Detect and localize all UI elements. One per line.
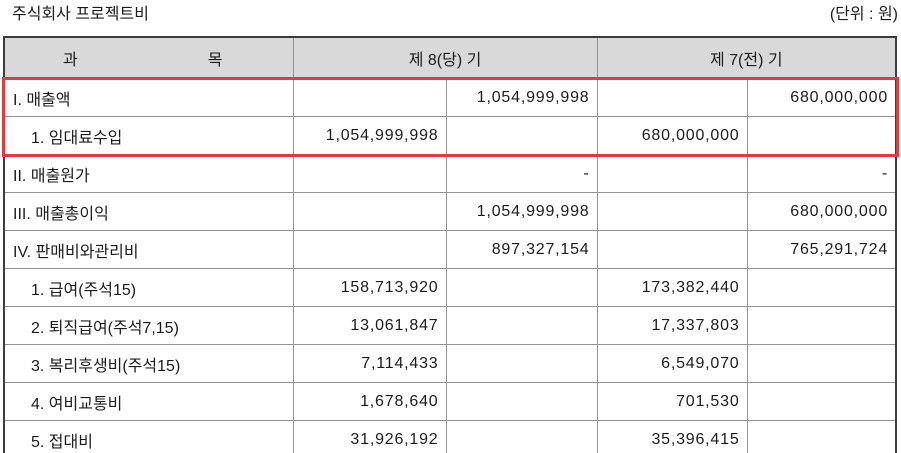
current-total-cell — [445, 268, 598, 307]
current-total-cell — [445, 344, 598, 383]
income-statement-table: 과 목 제 8(당) 기 제 7(전) 기 I. 매출액 1,054,999,9… — [3, 36, 898, 453]
prior-total-cell: 765,291,724 — [746, 230, 897, 269]
account-cell: 2. 퇴직급여(주석7,15) — [3, 306, 294, 345]
prior-total-cell: - — [746, 154, 897, 193]
prior-period-header: 제 7(전) 기 — [596, 36, 897, 79]
current-detail-cell — [292, 154, 447, 193]
account-cell: 1. 급여(주석15) — [3, 268, 294, 307]
account-cell: 4. 여비교통비 — [3, 382, 294, 421]
account-cell: 5. 접대비 — [3, 420, 294, 453]
company-title: 주식회사 프로젝트비 — [12, 6, 149, 23]
prior-total-cell — [746, 420, 897, 453]
current-total-cell — [445, 116, 598, 155]
table-row: 3. 복리후생비(주석15) 7,114,433 6,549,070 — [3, 344, 897, 383]
prior-detail-cell — [596, 230, 748, 269]
current-total-cell: - — [445, 154, 598, 193]
prior-detail-cell: 173,382,440 — [596, 268, 748, 307]
prior-total-cell — [746, 382, 897, 421]
current-detail-cell: 158,713,920 — [292, 268, 447, 307]
current-period-header: 제 8(당) 기 — [292, 36, 598, 79]
table-row: III. 매출총이익 1,054,999,998 680,000,000 — [3, 192, 897, 231]
prior-total-cell — [746, 268, 897, 307]
table-row: 4. 여비교통비 1,678,640 701,530 — [3, 382, 897, 421]
prior-total-cell — [746, 306, 897, 345]
current-total-cell — [445, 382, 598, 421]
prior-detail-cell: 6,549,070 — [596, 344, 748, 383]
prior-total-cell — [746, 344, 897, 383]
current-total-cell: 897,327,154 — [445, 230, 598, 269]
account-cell: II. 매출원가 — [3, 154, 294, 193]
table-row: IV. 판매비와관리비 897,327,154 765,291,724 — [3, 230, 897, 269]
table-row: II. 매출원가 - - — [3, 154, 897, 193]
current-total-cell — [445, 420, 598, 453]
prior-detail-cell: 35,396,415 — [596, 420, 748, 453]
current-detail-cell: 31,926,192 — [292, 420, 447, 453]
account-column-header: 과 목 — [3, 36, 294, 79]
current-total-cell: 1,054,999,998 — [445, 78, 598, 117]
current-detail-cell — [292, 230, 447, 269]
account-header-right-char: 목 — [207, 52, 223, 69]
prior-detail-cell: 680,000,000 — [596, 116, 748, 155]
current-detail-cell — [292, 192, 447, 231]
current-detail-cell: 13,061,847 — [292, 306, 447, 345]
current-detail-cell: 1,678,640 — [292, 382, 447, 421]
table-row: 1. 임대료수입 1,054,999,998 680,000,000 — [3, 116, 897, 155]
current-total-cell: 1,054,999,998 — [445, 192, 598, 231]
prior-detail-cell: 701,530 — [596, 382, 748, 421]
prior-total-cell: 680,000,000 — [746, 192, 897, 231]
table-row: I. 매출액 1,054,999,998 680,000,000 — [3, 78, 897, 117]
prior-detail-cell — [596, 154, 748, 193]
current-detail-cell: 1,054,999,998 — [292, 116, 447, 155]
prior-detail-cell — [596, 78, 748, 117]
account-cell: 1. 임대료수입 — [3, 116, 294, 155]
table-header-row: 과 목 제 8(당) 기 제 7(전) 기 — [3, 36, 897, 79]
prior-total-cell — [746, 116, 897, 155]
account-cell: 3. 복리후생비(주석15) — [3, 344, 294, 383]
table-row: 5. 접대비 31,926,192 35,396,415 — [3, 420, 897, 453]
current-total-cell — [445, 306, 598, 345]
account-cell: IV. 판매비와관리비 — [3, 230, 294, 269]
table-body: I. 매출액 1,054,999,998 680,000,000 1. 임대료수… — [3, 78, 897, 453]
prior-detail-cell — [596, 192, 748, 231]
table-row: 1. 급여(주석15) 158,713,920 173,382,440 — [3, 268, 897, 307]
prior-detail-cell: 17,337,803 — [596, 306, 748, 345]
unit-label: (단위 : 원) — [829, 6, 898, 23]
prior-total-cell: 680,000,000 — [746, 78, 897, 117]
account-header-left-char: 과 — [63, 52, 78, 69]
current-detail-cell: 7,114,433 — [292, 344, 447, 383]
account-cell: III. 매출총이익 — [3, 192, 294, 231]
account-cell: I. 매출액 — [3, 78, 294, 117]
current-detail-cell — [292, 78, 447, 117]
table-row: 2. 퇴직급여(주석7,15) 13,061,847 17,337,803 — [3, 306, 897, 345]
